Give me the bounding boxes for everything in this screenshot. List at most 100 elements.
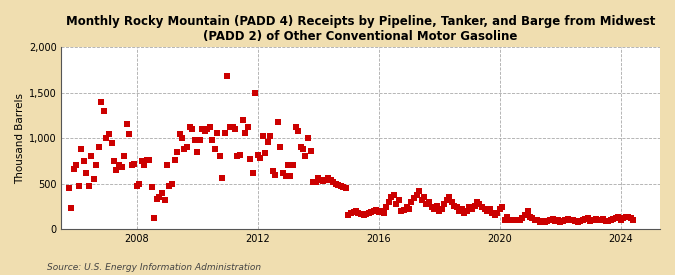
Point <box>215 154 225 159</box>
Point <box>94 145 105 149</box>
Point <box>197 127 208 131</box>
Point <box>167 182 178 186</box>
Point <box>479 207 490 211</box>
Point <box>381 204 392 209</box>
Point <box>356 212 367 216</box>
Point <box>335 183 346 188</box>
Point <box>568 218 578 222</box>
Point <box>593 218 603 222</box>
Text: Source: U.S. Energy Information Administration: Source: U.S. Energy Information Administ… <box>47 263 261 272</box>
Point <box>318 179 329 183</box>
Point <box>530 218 541 222</box>
Point <box>598 217 609 221</box>
Point <box>481 209 492 213</box>
Point <box>84 184 95 189</box>
Point <box>532 218 543 222</box>
Point <box>235 152 246 157</box>
Point <box>321 178 331 182</box>
Point <box>590 217 601 221</box>
Point <box>500 218 510 222</box>
Point <box>313 176 323 180</box>
Point <box>225 125 236 130</box>
Point <box>184 125 195 130</box>
Point <box>136 159 147 163</box>
Point <box>474 202 485 206</box>
Point <box>547 217 558 221</box>
Point <box>368 209 379 213</box>
Point <box>152 197 163 202</box>
Point <box>535 220 545 224</box>
Point <box>492 211 503 215</box>
Point <box>477 204 487 209</box>
Point <box>257 134 268 139</box>
Point <box>179 147 190 151</box>
Point <box>424 200 435 204</box>
Point <box>202 127 213 131</box>
Point <box>441 198 452 202</box>
Point <box>341 186 352 191</box>
Point <box>552 218 563 222</box>
Point <box>194 138 205 142</box>
Point <box>401 205 412 210</box>
Point <box>429 207 439 211</box>
Point <box>557 219 568 223</box>
Point <box>76 147 87 151</box>
Point <box>603 219 614 223</box>
Point <box>404 207 414 211</box>
Point <box>146 185 157 189</box>
Point <box>65 206 76 211</box>
Point <box>396 209 407 213</box>
Point <box>416 198 427 202</box>
Point <box>308 180 319 184</box>
Point <box>436 207 447 211</box>
Point <box>119 154 130 159</box>
Point <box>129 161 140 166</box>
Point <box>219 130 230 135</box>
Point <box>542 219 553 223</box>
Point <box>452 205 462 210</box>
Point <box>537 219 548 223</box>
Point <box>275 145 286 149</box>
Point <box>578 218 589 222</box>
Point <box>209 147 220 151</box>
Point <box>449 204 460 208</box>
Point <box>406 200 416 204</box>
Point <box>230 127 240 131</box>
Point <box>418 195 429 200</box>
Point <box>411 192 422 197</box>
Point <box>383 200 394 204</box>
Point <box>273 120 284 124</box>
Point <box>88 177 99 182</box>
Point <box>494 207 505 211</box>
Point <box>358 213 369 217</box>
Point <box>270 172 281 177</box>
Point <box>587 218 598 222</box>
Point <box>628 218 639 222</box>
Point <box>149 216 160 221</box>
Point <box>174 131 185 136</box>
Point <box>524 214 535 219</box>
Point <box>517 216 528 221</box>
Point <box>265 134 276 139</box>
Point <box>439 202 450 206</box>
Point <box>303 136 314 140</box>
Point <box>616 218 626 222</box>
Point <box>560 218 571 222</box>
Point <box>295 145 306 149</box>
Point <box>106 141 117 145</box>
Point <box>325 178 336 182</box>
Point <box>514 218 525 222</box>
Point <box>549 219 560 223</box>
Point <box>456 207 467 211</box>
Point <box>618 216 628 221</box>
Point <box>343 213 354 217</box>
Point <box>237 118 248 122</box>
Point <box>280 174 291 179</box>
Point <box>305 149 316 153</box>
Point <box>583 216 593 221</box>
Point <box>222 74 233 78</box>
Point <box>512 218 522 222</box>
Point <box>394 198 404 202</box>
Point <box>489 213 500 217</box>
Point <box>154 195 165 200</box>
